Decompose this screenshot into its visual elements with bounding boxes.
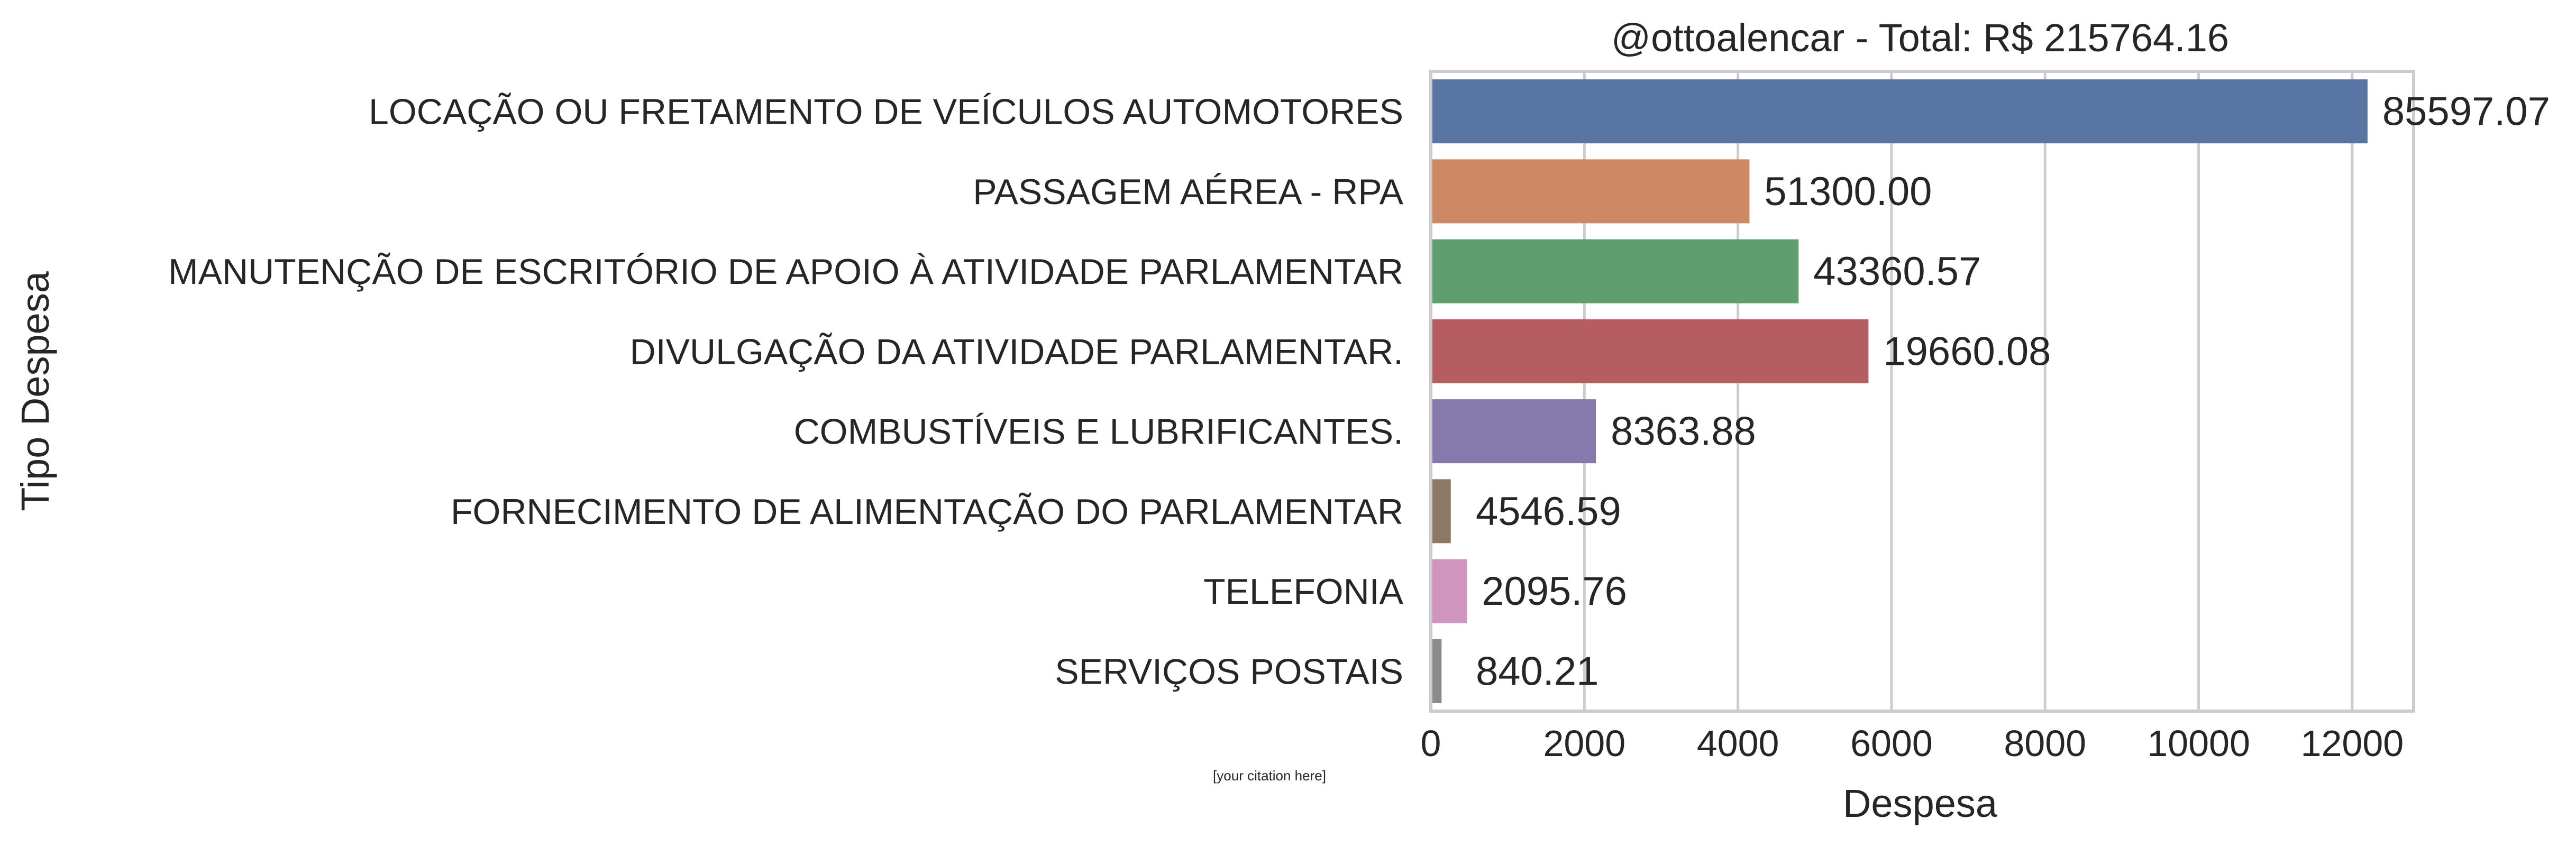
bar	[1431, 319, 1869, 383]
x-tick-labels: 0 2000 4000 6000 8000 10000 12000	[1421, 723, 2404, 764]
bar-value-label: 85597.07	[2382, 89, 2550, 134]
plot-frame	[1429, 70, 2415, 713]
bar-value-label: 19660.08	[1883, 329, 2051, 374]
chart-title: @ottoalencar - Total: R$ 215764.16	[1611, 16, 2229, 60]
category-label: MANUTENÇÃO DE ESCRITÓRIO DE APOIO À ATIV…	[168, 252, 1403, 292]
bar-value-label: 8363.88	[1611, 409, 1756, 454]
x-tick-label: 2000	[1543, 723, 1625, 764]
bar	[1431, 159, 1750, 224]
category-label: DIVULGAÇÃO DA ATIVIDADE PARLAMENTAR.	[630, 332, 1403, 372]
x-tick-label: 8000	[2004, 723, 2086, 764]
bar	[1431, 559, 1467, 623]
plot-border	[1429, 70, 2415, 713]
category-label: LOCAÇÃO OU FRETAMENTO DE VEÍCULOS AUTOMO…	[369, 92, 1403, 132]
bar	[1431, 239, 1799, 303]
category-label: SERVIÇOS POSTAIS	[1055, 651, 1403, 692]
y-category-labels: LOCAÇÃO OU FRETAMENTO DE VEÍCULOS AUTOMO…	[168, 92, 1404, 692]
bar-value-label: 2095.76	[1482, 569, 1627, 614]
y-axis-label: Tipo Despesa	[13, 271, 57, 511]
x-tick-label: 12000	[2301, 723, 2404, 764]
category-label: COMBUSTÍVEIS E LUBRIFICANTES.	[794, 412, 1403, 452]
x-tick-label: 10000	[2147, 723, 2250, 764]
x-tick-label: 6000	[1850, 723, 1933, 764]
category-label: TELEFONIA	[1203, 572, 1403, 612]
bar	[1431, 639, 1442, 703]
bar	[1431, 479, 1451, 544]
bars-group	[1431, 79, 2368, 703]
bar-value-labels: 85597.07 51300.00 43360.57 19660.08 8363.88 4…	[1476, 89, 2550, 694]
bar-value-label: 4546.59	[1476, 489, 1621, 534]
category-label: FORNECIMENTO DE ALIMENTAÇÃO DO PARLAMENT…	[451, 492, 1403, 532]
citation-text: [your citation here]	[1213, 768, 1326, 784]
x-axis-label: Despesa	[1843, 781, 1998, 825]
bar-value-label: 840.21	[1476, 649, 1598, 694]
category-label: PASSAGEM AÉREA - RPA	[973, 172, 1403, 212]
x-tick-label: 0	[1421, 723, 1441, 764]
bar-value-label: 51300.00	[1764, 169, 1932, 214]
bar	[1431, 399, 1596, 464]
bar	[1431, 79, 2368, 144]
x-tick-label: 4000	[1697, 723, 1779, 764]
bar-value-label: 43360.57	[1813, 249, 1981, 294]
